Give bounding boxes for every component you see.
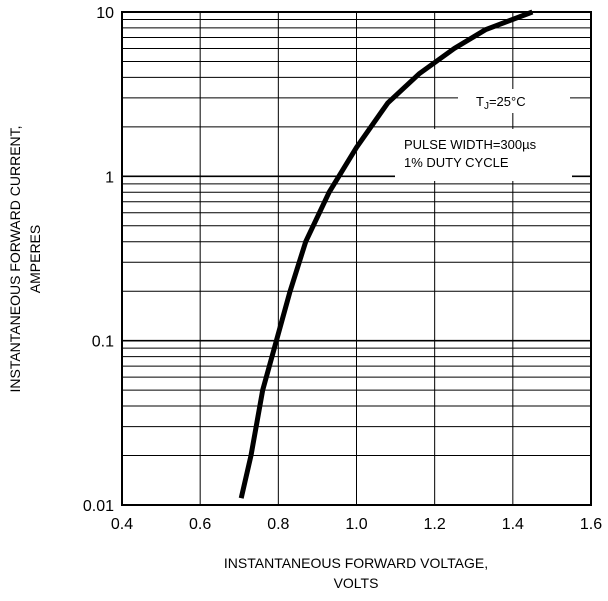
tick-label-layer: 0.4 0.6 0.8 1.0 1.2 1.4 1.6 0.01 0.1 1 10 (83, 5, 602, 533)
annotation-tj-prefix: T (476, 94, 484, 109)
series-line-0 (238, 9, 534, 499)
y-tick-label: 0.01 (83, 498, 114, 515)
annotation-tj-background (458, 89, 570, 113)
x-tick-label: 0.4 (111, 516, 133, 533)
y-axis-title-line-2: AMPERES (27, 225, 43, 293)
x-axis-title-line-2: VOLTS (334, 575, 379, 591)
annotation-tj-suffix: =25°C (489, 94, 526, 109)
annotation-tj-subscript: J (484, 101, 489, 112)
annotation-layer: TJ=25°C PULSE WIDTH=300µs 1% DUTY CYCLE (395, 89, 572, 181)
plot-frame (121, 11, 592, 506)
series-layer (238, 9, 534, 499)
y-tick-label: 1 (105, 169, 114, 186)
x-tick-label: 1.2 (424, 516, 446, 533)
axis-title-layer: INSTANTANEOUS FORWARD VOLTAGE, VOLTS INS… (7, 125, 488, 591)
x-tick-label: 1.6 (580, 516, 602, 533)
x-tick-label: 1.0 (345, 516, 367, 533)
y-tick-label: 0.1 (92, 334, 114, 351)
annotation-pulse-width: PULSE WIDTH=300µs (404, 137, 537, 152)
annotation-tj: TJ=25°C (476, 94, 526, 112)
y-axis-title-line-1: INSTANTANEOUS FORWARD CURRENT, (7, 125, 23, 392)
y-tick-label: 10 (96, 5, 114, 22)
x-tick-label: 1.4 (502, 516, 524, 533)
grid-layer (122, 12, 591, 505)
x-tick-label: 0.6 (189, 516, 211, 533)
x-tick-label: 0.8 (267, 516, 289, 533)
plot-frame-layer (121, 11, 592, 506)
x-axis-title-line-1: INSTANTANEOUS FORWARD VOLTAGE, (224, 555, 488, 571)
annotation-duty-cycle: 1% DUTY CYCLE (404, 155, 509, 170)
annotation-pulse-background (395, 129, 572, 181)
